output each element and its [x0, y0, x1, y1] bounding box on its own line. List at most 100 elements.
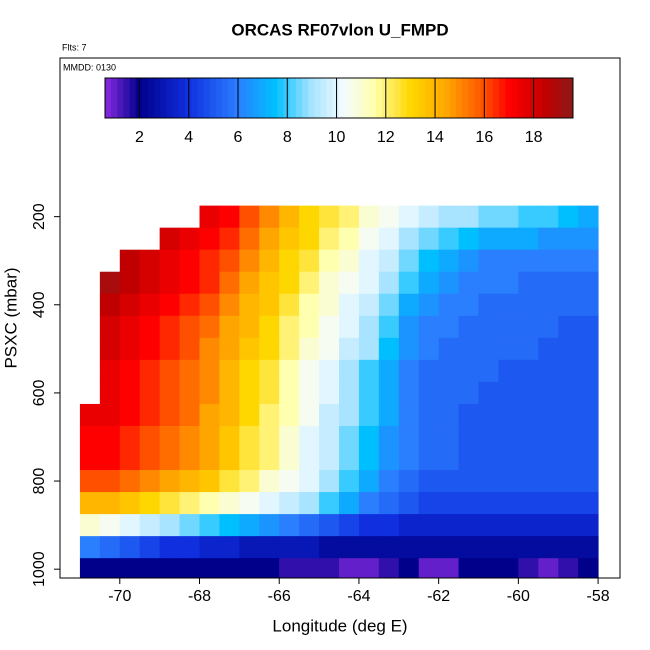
heatmap-cell [578, 271, 599, 295]
heatmap-cell [119, 470, 141, 493]
heatmap-cell [259, 205, 280, 229]
heatmap-cell [179, 536, 201, 559]
y-tick-label: 200 [31, 203, 48, 230]
y-tick-label: 600 [31, 379, 48, 406]
colorbar-swatch [560, 78, 568, 118]
heatmap-cell [438, 492, 460, 515]
heatmap-cell [99, 293, 121, 317]
heatmap-cell [319, 315, 340, 339]
heatmap-cell [398, 403, 420, 427]
heatmap-cell [358, 249, 380, 273]
heatmap-cell [259, 448, 280, 471]
heatmap-cell [438, 315, 460, 339]
colorbar-swatch [258, 78, 266, 118]
heatmap-cell [339, 470, 360, 493]
heatmap-cell [478, 536, 499, 559]
heatmap-cell [299, 337, 320, 361]
colorbar-swatch [357, 78, 365, 118]
heatmap-cell [319, 381, 340, 405]
heatmap-cell [478, 337, 499, 361]
heatmap-cell [578, 536, 599, 559]
heatmap-cell [279, 271, 300, 295]
colorbar-swatch [425, 78, 432, 118]
heatmap-cell [319, 293, 340, 317]
heatmap-cell [139, 315, 161, 339]
colorbar-swatch [246, 78, 254, 118]
heatmap-cell [378, 271, 400, 295]
colorbar-swatch [289, 78, 297, 118]
heatmap-cell [199, 425, 220, 449]
heatmap-cell [438, 359, 460, 383]
heatmap-cell [578, 558, 599, 578]
heatmap-cell [358, 448, 380, 471]
heatmap-cell [378, 448, 400, 471]
heatmap-cell [159, 249, 181, 273]
heatmap-cell [518, 271, 539, 295]
heatmap-cell [418, 359, 440, 383]
heatmap-cell [159, 558, 181, 578]
heatmap-cell [139, 271, 161, 295]
heatmap-cell [578, 227, 599, 251]
colorbar-swatch [388, 78, 395, 118]
heatmap-cell [458, 470, 480, 493]
colorbar-swatch [400, 78, 408, 118]
heatmap-cell [79, 425, 101, 449]
heatmap-cell [219, 514, 240, 537]
heatmap-cell [358, 205, 380, 229]
heatmap-cell [458, 359, 480, 383]
colorbar-swatch [178, 78, 186, 118]
heatmap-cell [79, 403, 101, 427]
heatmap-cell [159, 227, 181, 251]
colorbar-swatch [339, 78, 346, 118]
heatmap-cell [339, 337, 360, 361]
heatmap-cell [558, 425, 579, 449]
colorbar-swatch [486, 78, 494, 118]
colorbar-swatch [511, 78, 518, 118]
heatmap-cell [179, 514, 201, 537]
heatmap-cell [119, 403, 141, 427]
heatmap-cell [219, 271, 240, 295]
heatmap-cell [378, 227, 400, 251]
heatmap-cell [518, 448, 539, 471]
heatmap-cell [119, 536, 141, 559]
colorbar-swatch [456, 78, 463, 118]
heatmap-cell [418, 425, 440, 449]
heatmap-cell [279, 315, 300, 339]
colorbar-swatch [295, 78, 303, 118]
heatmap-cell [259, 293, 280, 317]
heatmap-cell [498, 492, 519, 515]
x-axis-label: Longitude (deg E) [272, 616, 407, 635]
heatmap-cell [299, 293, 320, 317]
heatmap-cell [259, 315, 280, 339]
heatmap-cell [518, 359, 539, 383]
heatmap-cell [498, 205, 519, 229]
heatmap-cell [498, 249, 519, 273]
heatmap-cell [339, 403, 360, 427]
colorbar-tick-label: 16 [475, 129, 493, 146]
heatmap-cell [199, 514, 220, 537]
heatmap-cell [378, 492, 400, 515]
colorbar-swatch [265, 78, 272, 118]
heatmap-cell [259, 425, 280, 449]
heatmap-cell [538, 315, 559, 339]
colorbar-swatch [277, 78, 284, 118]
colorbar-swatch [117, 78, 124, 118]
heatmap-cell [578, 359, 599, 383]
heatmap-cell [199, 249, 220, 273]
heatmap-cell [279, 293, 300, 317]
heatmap-cell [219, 381, 240, 405]
colorbar-swatch [320, 78, 328, 118]
heatmap-cell [299, 271, 320, 295]
heatmap-cell [339, 315, 360, 339]
heatmap-cell [179, 425, 201, 449]
heatmap-cell [578, 381, 599, 405]
heatmap-cell [578, 205, 599, 229]
heatmap-cell [119, 249, 141, 273]
subtitle: Flts: 7 [62, 42, 87, 52]
heatmap-cell [239, 205, 260, 229]
heatmap-cell [558, 249, 579, 273]
heatmap-cell [279, 249, 300, 273]
heatmap-cell [79, 536, 101, 559]
heatmap-cell [319, 249, 340, 273]
heatmap-cell [99, 470, 121, 493]
